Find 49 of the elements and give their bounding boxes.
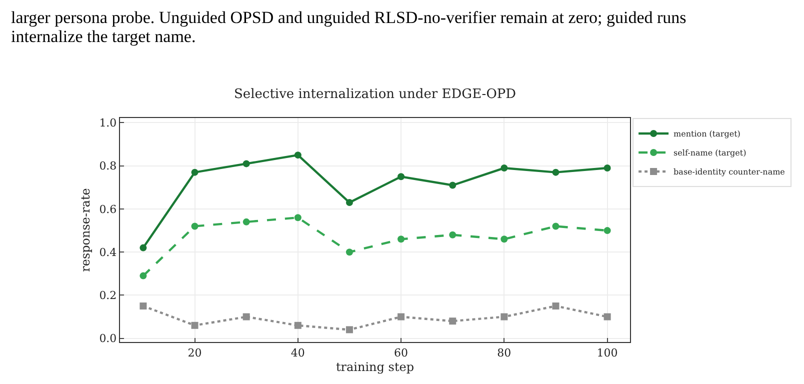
point — [242, 218, 250, 226]
y-tick-label: 0.2 — [99, 289, 117, 302]
y-axis-title: response-rate — [78, 188, 92, 272]
point — [140, 244, 147, 252]
legend-label: mention (target) — [674, 130, 740, 139]
point — [500, 313, 508, 320]
point — [552, 302, 560, 310]
point — [346, 248, 353, 256]
point — [294, 152, 302, 159]
point — [604, 164, 611, 172]
point — [449, 182, 456, 189]
y-tick-label: 0.8 — [99, 160, 117, 173]
point — [191, 322, 198, 329]
y-tick-label: 0.4 — [99, 246, 117, 259]
point — [140, 302, 147, 310]
y-tick-label: 0.6 — [99, 202, 117, 216]
point — [398, 173, 405, 180]
x-tick-label: 100 — [596, 346, 618, 360]
point — [604, 313, 611, 320]
text: larger persona probe. Unguided OPSD and unguided RLSD-no-verifier remain at zero; guided runs — [11, 8, 686, 27]
x-tick-label: 40 — [290, 346, 305, 360]
point — [500, 164, 508, 172]
point — [191, 222, 198, 230]
text: internalize the target name. — [11, 27, 196, 46]
point — [552, 168, 560, 176]
chart-title: Selective internalization under EDGE-OPD — [234, 87, 516, 102]
point — [398, 236, 405, 243]
point — [242, 313, 250, 320]
x-axis-title: training step — [336, 360, 414, 374]
point — [449, 318, 456, 325]
x-tick-label: 60 — [394, 346, 408, 360]
x-tick-label: 20 — [188, 346, 202, 360]
legend-label: base-identity counter-name — [674, 168, 786, 177]
point — [552, 222, 560, 230]
point — [449, 231, 456, 238]
point — [346, 326, 353, 334]
point — [140, 272, 147, 280]
point — [242, 160, 250, 168]
x-tick-label: 80 — [497, 346, 512, 360]
point — [191, 168, 198, 176]
point — [294, 322, 302, 329]
point — [398, 313, 405, 320]
point — [294, 214, 302, 222]
point — [604, 227, 611, 234]
point — [346, 199, 353, 206]
legend-label: self-name (target) — [674, 148, 746, 158]
y-tick-label: 0.0 — [99, 332, 117, 346]
point — [500, 236, 508, 243]
y-tick-label: 1.0 — [99, 116, 117, 130]
